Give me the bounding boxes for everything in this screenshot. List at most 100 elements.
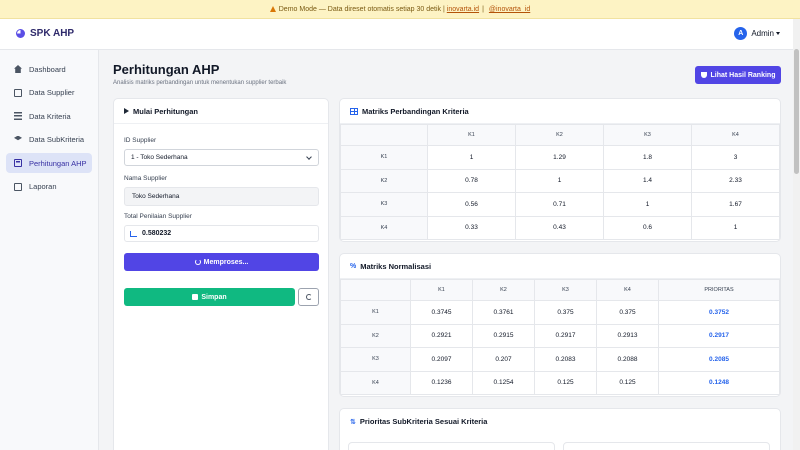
table-cell: 1 [603,192,692,217]
demo-banner: Demo Mode — Data direset otomatis setiap… [0,0,800,19]
subcriteria-panel [563,442,770,450]
comparison-card-title: Matriks Perbandingan Kriteria [362,106,469,116]
table-cell: 1 [427,145,516,170]
row-header: K4 [340,370,411,395]
score-field: 0.580232 [124,225,319,242]
list-icon [14,112,22,120]
row-header: K3 [340,192,428,217]
column-header: K4 [691,124,780,146]
sidebar-item-label: Dashboard [29,64,66,74]
column-header [340,124,428,146]
table-cell: 0.125 [596,370,659,395]
table-cell: 1.8 [603,145,692,170]
comparison-table: K1 K2 K3 K4 K1 1 1.29 1.8 3 K2 0.78 1 1.… [340,124,780,240]
table-cell: 0.1236 [410,370,473,395]
reset-button[interactable] [298,288,319,306]
sidebar-item-data-kriteria[interactable]: Data Kriteria [6,106,92,126]
column-header: PRIORITAS [658,279,780,301]
table-row: K2 0.78 1 1.4 2.33 [340,168,780,193]
top-navbar: SPK AHP A Admin [0,19,800,50]
score-value: 0.580232 [142,230,172,237]
sidebar-item-laporan[interactable]: Laporan [6,177,92,197]
sidebar-item-label: Data SubKriteria [29,135,85,144]
save-label: Simpan [201,293,227,301]
supplier-name-value: Toko Sederhana [132,193,180,200]
home-icon [14,65,22,73]
table-cell: 0.1254 [472,370,535,395]
priority-cell: 0.1248 [658,370,780,395]
sidebar-item-data-supplier[interactable]: Data Supplier [6,83,92,103]
table-cell: 0.33 [427,215,516,240]
table-row: K3 0.2097 0.207 0.2083 0.2088 0.2085 [340,347,780,372]
table-row: K4 0.1236 0.1254 0.125 0.125 0.1248 [340,370,780,395]
table-cell: 0.78 [427,168,516,193]
sidebar-item-perhitungan-ahp[interactable]: Perhitungan AHP [6,153,92,173]
comparison-matrix-card: Matriks Perbandingan Kriteria K1 K2 K3 K… [339,98,781,242]
save-button[interactable]: Simpan [124,288,295,306]
subcriteria-card-title: Prioritas SubKriteria Sesuai Kriteria [359,417,488,426]
comparison-card-header: Matriks Perbandingan Kriteria [340,99,780,124]
table-icon [350,107,358,115]
table-cell: 0.3761 [472,300,535,325]
column-header [340,279,411,301]
chart-line-icon [130,230,137,237]
supplier-id-select[interactable]: 1 - Toko Sederhana [124,149,319,166]
sidebar-item-data-subkriteria[interactable]: Data SubKriteria [6,130,92,150]
table-cell: 3 [691,145,780,170]
view-ranking-button[interactable]: Lihat Hasil Ranking [695,66,781,84]
normalized-table: K1 K2 K3 K4 PRIORITAS K1 0.3745 0.3761 0… [340,279,780,395]
table-cell: 0.43 [515,215,604,240]
banner-text: Demo Mode — Data direset otomatis setiap… [278,5,445,13]
score-label: Total Penilaian Supplier [124,213,192,220]
banner-link-instagram[interactable]: @inovarta_id [488,5,531,13]
table-cell: 1 [691,215,780,240]
user-name: Admin [751,29,774,38]
supplier-id-label: ID Supplier [124,137,157,144]
row-header: K4 [340,215,428,240]
table-cell: 0.2915 [472,323,535,348]
sidebar: Dashboard Data Supplier Data Kriteria Da… [0,50,99,450]
column-header: K3 [534,279,597,301]
brand-logo[interactable]: SPK AHP [16,28,74,39]
row-header: K1 [340,300,411,325]
banner-link-website[interactable]: inovarta.id [446,5,480,13]
sidebar-item-label: Data Kriteria [29,111,71,121]
form-card-header: Mulai Perhitungan [114,99,328,124]
column-header: K1 [410,279,473,301]
caret-down-icon [776,32,780,35]
table-cell: 0.6 [603,215,692,240]
warning-icon [269,6,276,12]
table-cell: 0.2088 [596,347,659,372]
normalized-matrix-card: % Matriks Normalisasi K1 K2 K3 K4 PRIORI… [339,253,781,397]
scrollbar-thumb[interactable] [794,49,799,174]
sidebar-item-dashboard[interactable]: Dashboard [6,59,92,79]
table-row: K2 0.2921 0.2915 0.2917 0.2913 0.2917 [340,323,780,348]
priority-cell: 0.2917 [658,323,780,348]
row-header: K3 [340,347,411,372]
table-cell: 1.29 [515,145,604,170]
table-row: K4 0.33 0.43 0.6 1 [340,215,780,240]
form-card-title: Mulai Perhitungan [133,106,199,116]
supplier-name-field: Toko Sederhana [124,187,319,206]
table-cell: 0.2097 [410,347,473,372]
priority-cell: 0.2085 [658,347,780,372]
normalized-card-title: Matriks Normalisasi [360,261,432,271]
document-icon [14,88,22,97]
refresh-icon [305,294,312,300]
subcriteria-card-header: ⇅ Prioritas SubKriteria Sesuai Kriteria [340,409,780,434]
table-cell: 0.2913 [596,323,659,348]
process-button[interactable]: Memproses... [124,253,319,271]
supplier-id-value: 1 - Toko Sederhana [131,154,188,161]
table-row: K1 0.3745 0.3761 0.375 0.375 0.3752 [340,300,780,325]
table-cell: 0.56 [427,192,516,217]
page-scrollbar[interactable] [793,19,800,450]
sidebar-item-label: Laporan [29,182,57,191]
column-header: K1 [427,124,516,146]
table-row: K1 1 1.29 1.8 3 [340,145,780,170]
row-header: K1 [340,145,428,170]
table-cell: 2.33 [691,168,780,193]
row-header: K2 [340,168,428,193]
calculation-form-card: Mulai Perhitungan ID Supplier 1 - Toko S… [113,98,329,450]
user-menu[interactable]: A Admin [734,27,780,40]
brand-name: SPK AHP [30,28,75,39]
